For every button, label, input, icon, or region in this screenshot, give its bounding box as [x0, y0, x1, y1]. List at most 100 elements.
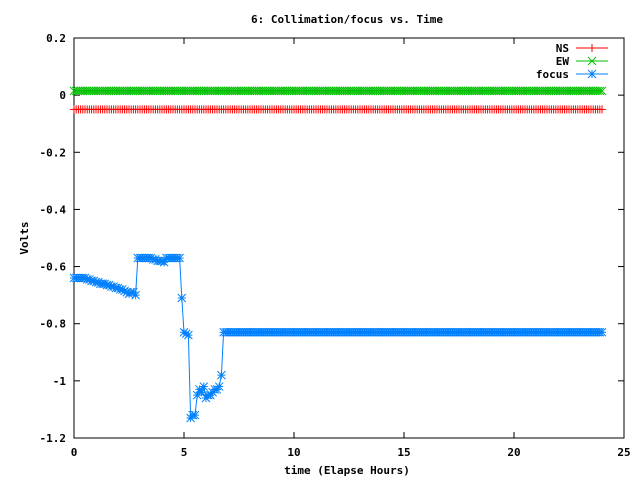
data-point: [289, 86, 299, 96]
data-point: [373, 86, 382, 96]
data-point: [85, 86, 94, 96]
y-tick-label: -0.6: [40, 261, 67, 274]
data-point: [217, 370, 226, 380]
data-point: [232, 86, 242, 96]
data-point: [569, 86, 578, 96]
data-point: [199, 86, 209, 96]
data-point: [399, 86, 409, 96]
data-point: [360, 86, 369, 96]
data-point: [115, 86, 125, 96]
data-point: [234, 86, 244, 96]
data-point: [109, 86, 118, 96]
data-point: [577, 86, 587, 96]
data-point: [353, 86, 363, 96]
data-point: [591, 86, 600, 96]
data-point: [421, 86, 431, 96]
data-point: [516, 86, 525, 96]
data-point: [551, 86, 561, 96]
data-point: [307, 86, 316, 96]
data-point: [386, 86, 396, 96]
data-point: [472, 86, 481, 96]
data-point: [208, 86, 217, 96]
data-point: [93, 86, 103, 96]
data-point: [485, 86, 495, 96]
data-point: [598, 105, 606, 114]
x-tick-label: 10: [287, 446, 300, 459]
data-point: [498, 86, 508, 96]
data-point: [82, 86, 92, 96]
data-point: [342, 86, 352, 96]
data-point: [267, 86, 277, 96]
data-point: [503, 86, 512, 96]
data-point: [377, 86, 387, 96]
data-point: [538, 86, 547, 96]
data-point: [511, 86, 521, 96]
data-point: [597, 86, 607, 96]
data-point: [294, 86, 303, 96]
data-point: [175, 253, 184, 263]
data-point: [188, 86, 198, 96]
data-point: [261, 86, 270, 96]
data-point: [162, 86, 171, 96]
series-line: [74, 257, 602, 420]
data-point: [439, 86, 448, 96]
data-point: [274, 86, 283, 96]
data-point: [496, 86, 506, 96]
data-point: [566, 86, 576, 96]
data-point: [210, 86, 220, 96]
data-point: [159, 86, 169, 96]
data-point: [428, 86, 437, 96]
data-point: [190, 86, 200, 96]
data-point: [408, 86, 418, 96]
data-point: [575, 86, 585, 96]
data-point: [252, 86, 261, 96]
data-point: [417, 86, 426, 96]
data-point: [291, 86, 301, 96]
data-point: [454, 86, 464, 96]
data-point: [406, 86, 415, 96]
series-EW: [69, 86, 607, 96]
y-tick-label: -0.4: [40, 203, 67, 216]
data-point: [280, 86, 290, 96]
data-point: [276, 86, 286, 96]
data-point: [305, 86, 314, 96]
data-point: [254, 86, 264, 96]
data-point: [133, 86, 143, 96]
data-point: [269, 86, 279, 96]
data-point: [186, 86, 195, 96]
data-point: [175, 86, 184, 96]
data-point: [397, 86, 407, 96]
data-point: [192, 86, 202, 96]
data-point: [71, 86, 81, 96]
data-point: [580, 86, 589, 96]
data-point: [401, 86, 411, 96]
legend-label: NS: [556, 42, 569, 55]
data-point: [157, 86, 167, 96]
data-point: [560, 86, 569, 96]
data-point: [412, 86, 422, 96]
data-point: [221, 86, 231, 96]
data-point: [177, 86, 187, 96]
data-point: [199, 382, 209, 391]
data-point: [214, 86, 224, 96]
data-point: [131, 86, 140, 96]
data-point: [283, 86, 292, 96]
y-tick-label: 0: [59, 89, 66, 102]
legend-label: EW: [556, 55, 570, 68]
data-point: [507, 86, 517, 96]
data-point: [91, 86, 101, 96]
data-point: [470, 86, 479, 96]
data-point: [456, 86, 466, 96]
data-point: [223, 86, 233, 96]
data-point: [228, 86, 237, 96]
data-point: [89, 86, 99, 96]
series-focus: [69, 253, 607, 423]
y-axis-label: Volts: [18, 221, 31, 254]
data-point: [533, 86, 543, 96]
data-point: [87, 86, 96, 96]
data-point: [461, 86, 470, 96]
data-point: [148, 86, 158, 96]
data-point: [390, 86, 400, 96]
data-point: [170, 86, 180, 96]
data-point: [588, 86, 598, 96]
